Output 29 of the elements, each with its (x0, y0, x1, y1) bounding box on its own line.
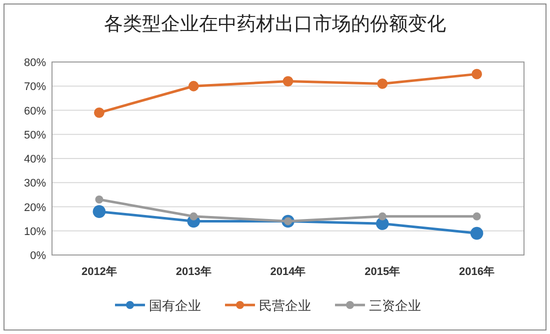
y-tick-label: 10% (24, 226, 46, 238)
x-tick-label: 2016年 (459, 265, 495, 278)
y-tick-label: 20% (24, 202, 46, 214)
point (95, 196, 104, 204)
x-tick-label: 2013年 (176, 265, 212, 278)
point (472, 212, 481, 220)
point (472, 68, 482, 80)
point (282, 76, 294, 86)
point (92, 205, 106, 218)
y-tick-label: 60% (24, 105, 46, 118)
x-tick-label: 2014年 (270, 265, 306, 278)
legend-label: 国有企业 (149, 298, 201, 313)
point (188, 80, 199, 92)
y-tick-label: 30% (24, 178, 46, 190)
point (190, 212, 198, 220)
point (378, 212, 386, 220)
x-tick-label: 2015年 (364, 265, 400, 278)
legend-label: 民营企业 (259, 298, 311, 313)
point (377, 78, 388, 89)
y-tick-label: 80% (24, 57, 46, 69)
point (94, 107, 104, 118)
point (470, 226, 484, 240)
chart-title: 各类型企业在中药材出口市场的份额变化 (104, 13, 446, 35)
x-tick-label: 2012年 (81, 265, 117, 278)
y-tick-label: 50% (24, 129, 46, 142)
legend-label: 三资企业 (369, 298, 421, 313)
y-tick-label: 40% (24, 154, 46, 166)
y-tick-label: 0% (30, 250, 46, 262)
y-tick-label: 70% (24, 81, 46, 94)
